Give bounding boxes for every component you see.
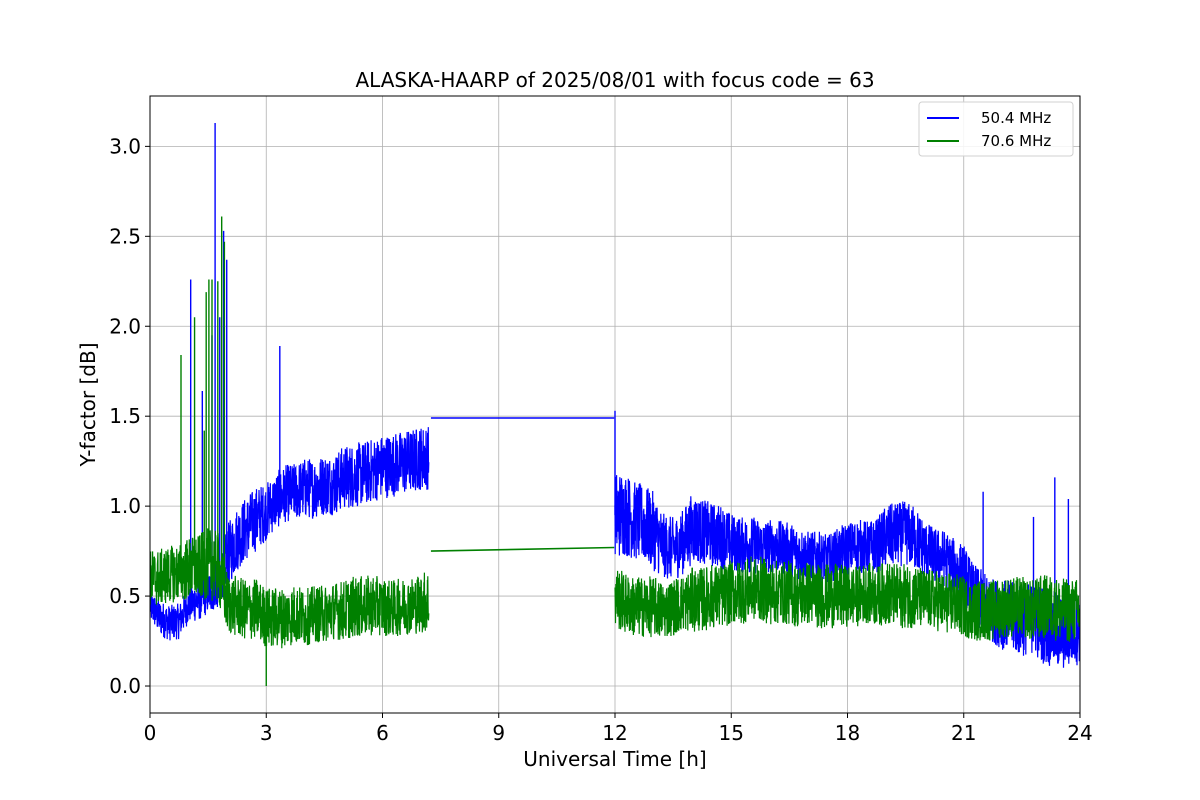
plot-area: [150, 122, 1080, 687]
x-tick-label: 0: [144, 721, 157, 745]
x-axis-label: Universal Time [h]: [523, 747, 706, 771]
legend: 50.4 MHz 70.6 MHz: [918, 101, 1074, 157]
x-axis-ticks: 0 3 6 9 12 15 18 21 24: [144, 713, 1093, 745]
y-tick-label: 0.5: [109, 584, 141, 608]
series-50-4-mhz: [150, 122, 1080, 668]
y-tick-label: 2.5: [109, 224, 141, 248]
series-70-6-mhz: [150, 216, 1080, 687]
y-axis-ticks: 0.0 0.5 1.0 1.5 2.0 2.5 3.0: [109, 134, 150, 698]
x-tick-label: 3: [260, 721, 273, 745]
legend-label: 70.6 MHz: [981, 132, 1051, 150]
x-tick-label: 18: [835, 721, 860, 745]
y-tick-label: 0.0: [109, 674, 141, 698]
chart-title: ALASKA-HAARP of 2025/08/01 with focus co…: [355, 68, 874, 92]
series-gap-line: [430, 546, 615, 552]
x-tick-label: 21: [951, 721, 976, 745]
y-tick-label: 3.0: [109, 134, 141, 158]
x-tick-label: 24: [1067, 721, 1092, 745]
y-tick-label: 1.5: [109, 404, 141, 428]
legend-label: 50.4 MHz: [981, 109, 1051, 127]
series-line: [150, 528, 430, 649]
series-line: [614, 556, 1080, 642]
legend-box: [918, 101, 1074, 157]
series-line: [150, 427, 430, 641]
x-tick-label: 9: [492, 721, 505, 745]
y-tick-label: 1.0: [109, 494, 141, 518]
x-tick-label: 15: [719, 721, 744, 745]
y-tick-label: 2.0: [109, 314, 141, 338]
x-tick-label: 12: [602, 721, 627, 745]
y-axis-label: Y-factor [dB]: [76, 342, 100, 467]
x-tick-label: 6: [376, 721, 389, 745]
